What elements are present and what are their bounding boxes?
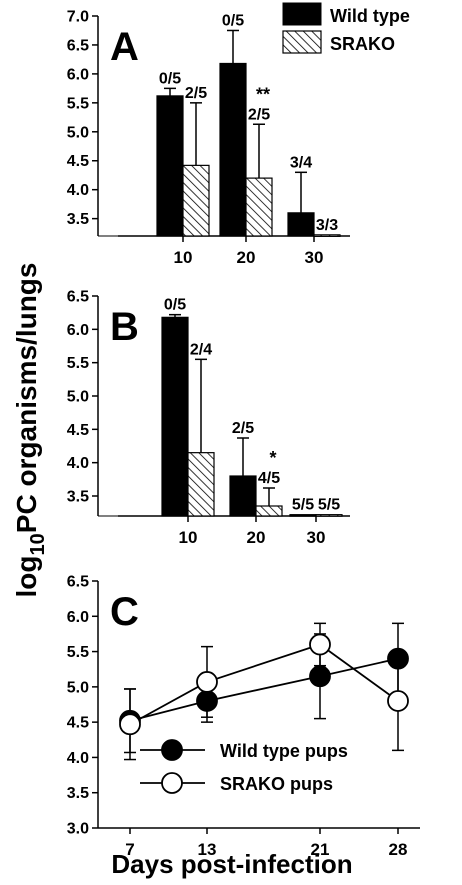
- srako-pups-point: [387, 690, 409, 712]
- wild-type-pups-point: [309, 665, 331, 688]
- x-tick-label: 10: [179, 528, 198, 547]
- y-tick-label: 5.5: [67, 95, 89, 112]
- fraction-label: 0/5: [164, 297, 186, 314]
- fraction-label: 5/5: [318, 497, 340, 514]
- y-axis-label-prefix: log: [11, 555, 42, 597]
- wild-type-bar: [219, 62, 247, 237]
- wild-type-pups-point: [387, 647, 409, 670]
- y-tick-label: 3.0: [67, 821, 89, 838]
- srako-pups-point: [119, 713, 141, 736]
- x-tick-label: 20: [247, 528, 266, 547]
- wild-type-bar: [289, 514, 317, 517]
- y-tick-label: 4.5: [67, 715, 89, 732]
- fraction-label: 5/5: [292, 497, 314, 514]
- panel-a-chart: 3.5 4.0 4.5 5.0 5.5 6.0 6.5 7.0 10 20 30 0/5 0/5 3/4 2…: [67, 2, 410, 267]
- wild-type-bar: [161, 316, 189, 517]
- legend-label-wild-type: Wild type: [330, 6, 410, 26]
- y-tick-label: 5.0: [67, 679, 89, 696]
- srako-pups-line: [129, 643, 399, 726]
- y-tick-label: 5.5: [67, 355, 89, 372]
- y-tick-label: 4.5: [67, 153, 89, 170]
- fraction-label: 2/5: [248, 106, 270, 123]
- x-tick-label: 7: [125, 840, 134, 859]
- y-tick-label: 6.5: [67, 574, 89, 591]
- x-tick-label: 30: [307, 528, 326, 547]
- legend-swatch-wild-type: [282, 2, 322, 26]
- legend-swatch-srako: [282, 30, 322, 54]
- x-tick-label: 30: [305, 248, 324, 267]
- wild-type-bar: [287, 212, 315, 237]
- y-tick-label: 6.5: [67, 37, 89, 54]
- significance-marker: **: [256, 84, 270, 104]
- y-tick-label: 5.0: [67, 389, 89, 406]
- panel-b-chart: 3.5 4.0 4.5 5.0 5.5 6.0 6.5 10 20 30 0/5 2/5 5/5 2/4 4…: [67, 289, 350, 547]
- y-tick-label: 5.5: [67, 644, 89, 661]
- fraction-label: 0/5: [159, 70, 181, 87]
- y-tick-label: 4.0: [67, 182, 89, 199]
- fraction-label: 2/5: [185, 85, 207, 102]
- legend-label-wild-type-pups: Wild type pups: [220, 741, 348, 761]
- wild-type-pups-point: [196, 690, 218, 712]
- y-tick-label: 4.5: [67, 422, 89, 439]
- y-tick-label: 4.0: [67, 750, 89, 767]
- x-tick-label: 13: [198, 840, 217, 859]
- fraction-label: 0/5: [222, 12, 244, 29]
- y-tick-label: 5.0: [67, 124, 89, 141]
- legend-label-srako: SRAKO: [330, 34, 395, 54]
- srako-pups-point: [309, 633, 331, 656]
- fraction-label: 2/5: [232, 420, 254, 437]
- x-tick-label: 28: [389, 840, 408, 859]
- legend-marker-srako-pups: [161, 772, 183, 794]
- y-tick-label: 3.5: [67, 211, 89, 228]
- panel-letter: B: [110, 305, 139, 349]
- srako-bar: [315, 514, 343, 517]
- y-tick-label: 6.0: [67, 66, 89, 83]
- srako-bar: [245, 177, 273, 237]
- x-axis-label: Days post-infection: [111, 849, 352, 879]
- y-tick-label: 6.0: [67, 322, 89, 339]
- legend-marker-wild-type-pups: [161, 739, 183, 761]
- y-axis-label: log10PC organisms/lungs: [11, 263, 49, 598]
- y-tick-label: 3.5: [67, 785, 89, 802]
- fraction-label: 2/4: [190, 341, 212, 358]
- srako-bar: [182, 164, 210, 237]
- panel-c-chart: 3.0 3.5 4.0 4.5 5.0 5.5 6.0 6.5 7 13 21 28 Wild type…: [67, 574, 420, 859]
- y-axis-label-subscript: 10: [27, 533, 49, 555]
- x-tick-label: 10: [174, 248, 193, 267]
- fraction-label: 3/4: [290, 154, 312, 171]
- significance-marker: *: [269, 448, 276, 468]
- y-tick-label: 7.0: [67, 9, 89, 26]
- srako-pups-point: [196, 671, 218, 693]
- y-tick-label: 6.5: [67, 289, 89, 306]
- y-tick-label: 6.0: [67, 609, 89, 626]
- srako-bar: [313, 234, 341, 237]
- wild-type-pups-line: [129, 657, 399, 722]
- fraction-label: 4/5: [258, 470, 280, 487]
- fraction-label: 3/3: [316, 217, 338, 234]
- panel-letter: A: [110, 25, 139, 69]
- srako-bar: [255, 505, 283, 517]
- y-tick-label: 4.0: [67, 455, 89, 472]
- x-tick-label: 21: [311, 840, 330, 859]
- x-tick-label: 20: [237, 248, 256, 267]
- wild-type-bar: [156, 95, 184, 237]
- y-axis-label-rest: PC organisms/lungs: [11, 263, 42, 534]
- legend-label-srako-pups: SRAKO pups: [220, 774, 333, 794]
- wild-type-bar: [229, 475, 257, 517]
- panel-letter: C: [110, 590, 139, 634]
- y-tick-label: 3.5: [67, 489, 89, 506]
- srako-bar: [187, 452, 215, 517]
